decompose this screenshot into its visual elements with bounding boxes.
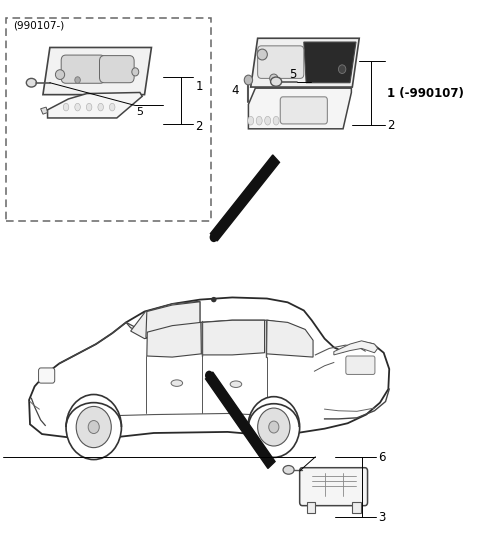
- Ellipse shape: [26, 78, 36, 87]
- Polygon shape: [251, 38, 359, 87]
- Text: 1: 1: [195, 80, 203, 93]
- FancyBboxPatch shape: [300, 468, 368, 506]
- Circle shape: [248, 397, 300, 457]
- Text: (990107-): (990107-): [13, 20, 64, 31]
- Polygon shape: [43, 47, 152, 95]
- Text: 2: 2: [195, 120, 203, 133]
- FancyBboxPatch shape: [99, 56, 134, 83]
- Text: 5: 5: [136, 107, 143, 117]
- Polygon shape: [146, 302, 200, 337]
- FancyBboxPatch shape: [346, 356, 375, 374]
- Ellipse shape: [75, 104, 80, 111]
- Polygon shape: [334, 341, 378, 355]
- Polygon shape: [249, 88, 351, 129]
- Ellipse shape: [63, 104, 69, 111]
- FancyBboxPatch shape: [38, 368, 55, 383]
- Polygon shape: [131, 301, 200, 338]
- Text: 3: 3: [378, 511, 385, 524]
- Ellipse shape: [248, 116, 254, 125]
- Circle shape: [66, 395, 121, 459]
- FancyBboxPatch shape: [280, 97, 327, 124]
- Ellipse shape: [171, 380, 182, 386]
- Ellipse shape: [205, 371, 213, 380]
- Circle shape: [76, 407, 111, 447]
- Ellipse shape: [75, 77, 80, 83]
- Polygon shape: [202, 320, 264, 355]
- Circle shape: [258, 408, 290, 446]
- Polygon shape: [29, 298, 389, 439]
- Ellipse shape: [132, 68, 139, 76]
- Ellipse shape: [257, 49, 267, 60]
- Ellipse shape: [264, 116, 271, 125]
- Ellipse shape: [270, 74, 278, 83]
- Text: 5: 5: [289, 68, 297, 81]
- Ellipse shape: [211, 297, 216, 302]
- Polygon shape: [48, 93, 142, 118]
- Text: 2: 2: [387, 118, 395, 131]
- Polygon shape: [205, 372, 275, 468]
- Ellipse shape: [283, 465, 294, 474]
- Ellipse shape: [338, 65, 346, 74]
- Polygon shape: [41, 107, 48, 114]
- FancyBboxPatch shape: [61, 55, 105, 83]
- Ellipse shape: [86, 104, 92, 111]
- Polygon shape: [352, 502, 360, 513]
- Text: 1 (-990107): 1 (-990107): [387, 87, 464, 100]
- Circle shape: [88, 421, 99, 433]
- Ellipse shape: [273, 116, 279, 125]
- Text: 4: 4: [232, 84, 239, 98]
- Circle shape: [269, 421, 279, 433]
- Polygon shape: [147, 323, 201, 357]
- Ellipse shape: [256, 116, 262, 125]
- Ellipse shape: [109, 104, 115, 111]
- Ellipse shape: [271, 77, 282, 86]
- Polygon shape: [307, 502, 315, 513]
- Text: 6: 6: [378, 451, 385, 464]
- Polygon shape: [266, 320, 313, 357]
- Ellipse shape: [98, 104, 103, 111]
- Ellipse shape: [244, 75, 252, 85]
- FancyBboxPatch shape: [6, 17, 212, 221]
- Polygon shape: [304, 42, 356, 83]
- Ellipse shape: [230, 381, 242, 387]
- Polygon shape: [210, 155, 279, 241]
- Ellipse shape: [55, 70, 65, 80]
- Ellipse shape: [210, 232, 218, 242]
- FancyBboxPatch shape: [258, 46, 304, 78]
